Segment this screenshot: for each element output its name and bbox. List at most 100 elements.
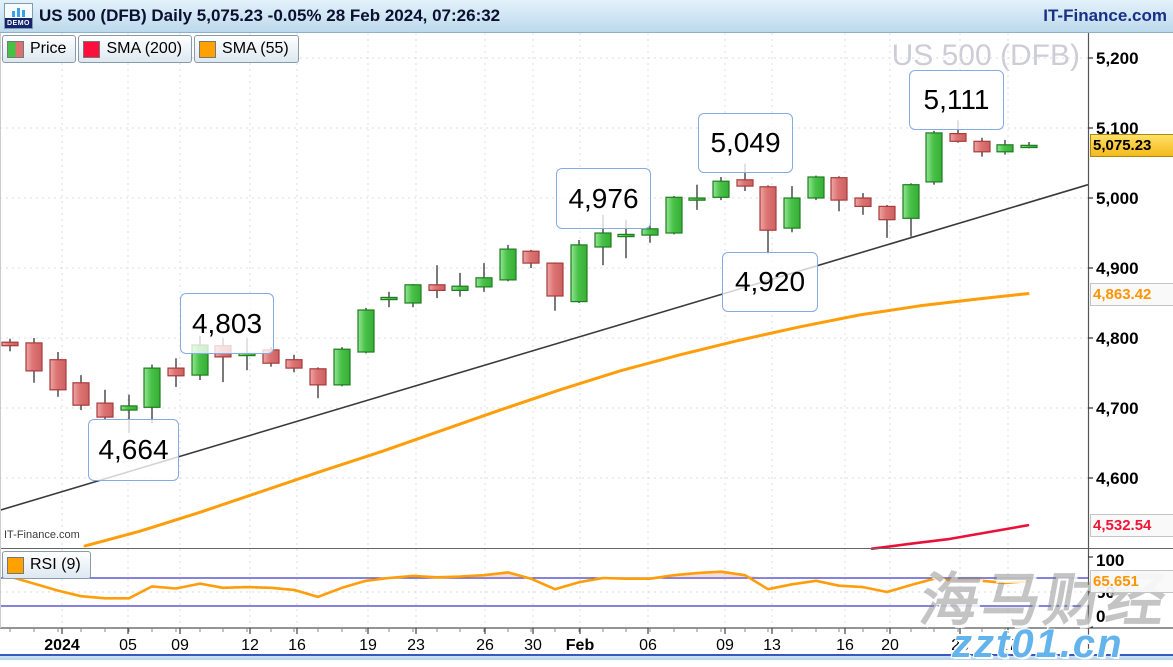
price-panel-legend: Price SMA (200) SMA (55): [2, 35, 299, 63]
svg-text:4,600: 4,600: [1096, 469, 1139, 488]
price-annotation-5049[interactable]: 5,049: [698, 113, 793, 173]
legend-sma200[interactable]: SMA (200): [78, 35, 193, 63]
svg-text:5,100: 5,100: [1096, 119, 1139, 138]
candle-down: [25, 342, 43, 372]
candle-up: [688, 197, 706, 201]
site-watermark: zzt01.cn: [952, 622, 1124, 666]
svg-text:4,700: 4,700: [1096, 399, 1139, 418]
svg-text:2024: 2024: [44, 637, 80, 654]
price-annotation-5111[interactable]: 5,111: [909, 70, 1004, 130]
sma55-swatch-icon: [199, 40, 217, 58]
rsi-line: [9, 570, 1030, 600]
svg-text:Feb: Feb: [566, 637, 595, 654]
svg-text:09: 09: [716, 637, 734, 654]
legend-rsi-label: RSI (9): [30, 556, 81, 573]
candle-up: [807, 176, 825, 199]
candle-up: [499, 248, 517, 281]
candle-up: [617, 233, 635, 238]
candle-down: [72, 382, 90, 406]
candle-down: [285, 359, 303, 369]
legend-price[interactable]: Price: [2, 35, 77, 63]
svg-text:05: 05: [119, 637, 137, 654]
window-bottom-strip: [0, 654, 1173, 660]
svg-text:100: 100: [1096, 551, 1124, 570]
candle-down: [1, 341, 19, 347]
legend-sma200-label: SMA (200): [106, 40, 183, 57]
legend-price-label: Price: [30, 40, 67, 57]
instrument-watermark: US 500 (DFB): [891, 39, 1080, 72]
svg-text:23: 23: [407, 637, 425, 654]
candle-up: [357, 309, 375, 353]
svg-text:06: 06: [639, 637, 657, 654]
candlestick-glyph-icon: [5, 4, 32, 18]
candle-up: [996, 144, 1014, 153]
price-swatch-icon: [7, 40, 24, 58]
svg-text:20: 20: [881, 637, 899, 654]
legend-sma55-label: SMA (55): [222, 40, 289, 57]
demo-account-icon: DEMO: [4, 3, 33, 29]
candle-up: [475, 277, 493, 288]
svg-text:23: 23: [951, 637, 969, 654]
svg-text:16: 16: [836, 637, 854, 654]
candle-up: [902, 184, 920, 219]
price-annotation-4664[interactable]: 4,664: [88, 419, 179, 481]
candle-up: [665, 196, 683, 234]
rsi-swatch-icon: [7, 556, 24, 574]
candle-up: [143, 367, 161, 408]
candle-down: [522, 250, 540, 264]
candle-up: [404, 284, 422, 304]
candle-up: [783, 197, 801, 229]
sma55-axis-label: 4,863.42: [1090, 282, 1173, 306]
price-annotation-4803[interactable]: 4,803: [180, 293, 274, 354]
instrument-title: US 500 (DFB) Daily 5,075.23 -0.05% 28 Fe…: [39, 6, 501, 25]
svg-text:19: 19: [359, 637, 377, 654]
candle-up: [333, 348, 351, 386]
svg-text:5,200: 5,200: [1096, 49, 1139, 68]
itfinance-watermark: IT-Finance.com: [4, 529, 80, 541]
rsi-value-axis-label: 65.651: [1090, 570, 1173, 594]
svg-text:0: 0: [1096, 607, 1105, 626]
candle-up: [380, 296, 398, 301]
candle-down: [949, 133, 967, 142]
candle-down: [428, 284, 446, 291]
candle-down: [546, 262, 564, 297]
candle-up: [120, 405, 138, 411]
svg-text:4,900: 4,900: [1096, 259, 1139, 278]
sma200-axis-label: 4,532.54: [1090, 514, 1173, 538]
candle-down: [96, 402, 114, 418]
legend-rsi[interactable]: RSI (9): [2, 551, 91, 579]
svg-text:30: 30: [524, 637, 542, 654]
candle-down: [736, 179, 754, 187]
legend-sma55[interactable]: SMA (55): [194, 35, 299, 63]
candle-up: [641, 228, 659, 236]
brand-link[interactable]: IT-Finance.com: [1043, 6, 1167, 25]
svg-text:4,800: 4,800: [1096, 329, 1139, 348]
candle-down: [167, 367, 185, 377]
rsi-panel-legend: RSI (9): [2, 551, 91, 579]
candle-down: [49, 359, 67, 391]
last-price-axis-label: 5,075.23: [1090, 134, 1173, 158]
candle-up: [451, 285, 469, 292]
svg-text:12: 12: [241, 637, 259, 654]
candle-down: [973, 140, 991, 153]
svg-text:16: 16: [288, 637, 306, 654]
svg-text:09: 09: [171, 637, 189, 654]
title-bar: DEMO US 500 (DFB) Daily 5,075.23 -0.05% …: [0, 0, 1173, 33]
svg-text:13: 13: [763, 637, 781, 654]
demo-badge: DEMO: [5, 18, 32, 28]
price-annotation-4920[interactable]: 4,920: [722, 252, 818, 312]
sma200-swatch-icon: [83, 40, 101, 58]
candle-down: [309, 368, 327, 386]
candle-up: [1020, 144, 1038, 149]
candle-down: [854, 197, 872, 207]
candle-up: [712, 180, 730, 198]
candle-down: [878, 205, 896, 221]
candle-down: [830, 177, 848, 201]
candle-up: [570, 244, 588, 303]
candle-up: [925, 132, 943, 183]
svg-text:5,000: 5,000: [1096, 189, 1139, 208]
price-annotation-4976[interactable]: 4,976: [556, 168, 651, 229]
svg-text:27: 27: [999, 637, 1017, 654]
